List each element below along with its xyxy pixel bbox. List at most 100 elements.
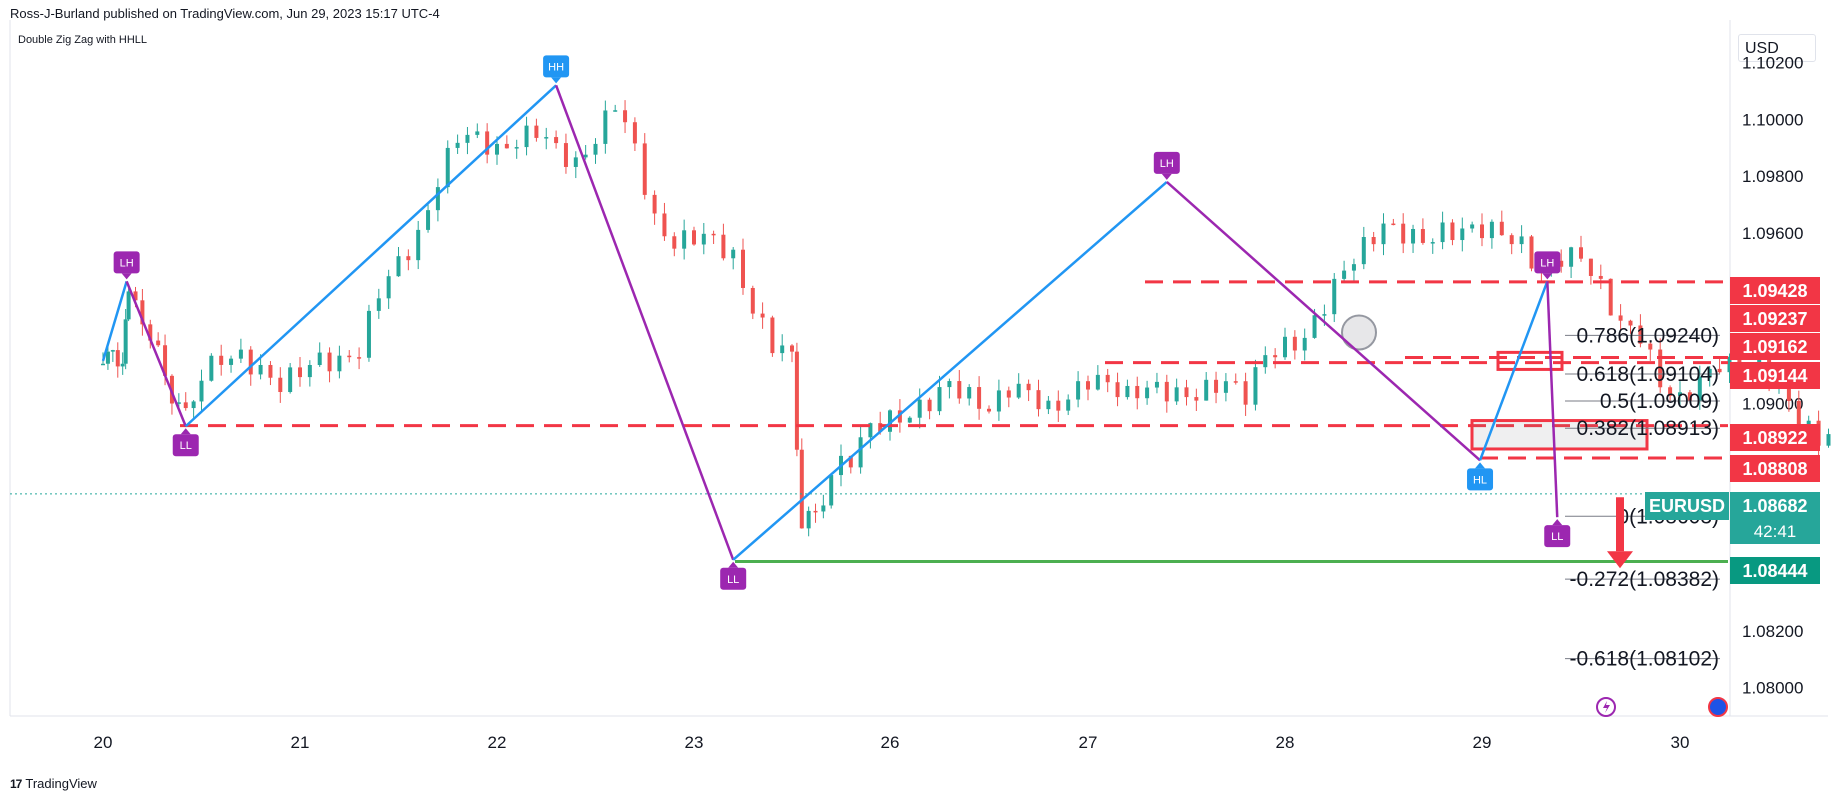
x-tick-label: 22 bbox=[488, 733, 507, 752]
candle-body bbox=[848, 455, 853, 468]
candle-body bbox=[1450, 222, 1455, 241]
candle-body bbox=[613, 110, 618, 112]
candle-body bbox=[1499, 221, 1504, 236]
candle-body bbox=[632, 122, 637, 144]
candle-body bbox=[1086, 381, 1090, 390]
candle-body bbox=[1194, 397, 1199, 401]
candle-body bbox=[692, 230, 696, 245]
candle-body bbox=[1569, 247, 1574, 267]
candle-body bbox=[1786, 381, 1791, 401]
pivot-label: LL bbox=[727, 574, 739, 586]
candle-body bbox=[967, 387, 972, 399]
candle-body bbox=[927, 399, 932, 412]
zigzag-up-line bbox=[101, 280, 128, 362]
candle-body bbox=[937, 387, 942, 412]
candle-body bbox=[1292, 336, 1297, 351]
candle-body bbox=[258, 364, 263, 375]
candle-body bbox=[888, 410, 892, 432]
candle-body bbox=[183, 402, 188, 409]
pivot-marker bbox=[720, 567, 747, 590]
candle-body bbox=[534, 125, 539, 138]
candle-body bbox=[307, 365, 312, 378]
candle-body bbox=[327, 352, 332, 372]
candle-body bbox=[1312, 315, 1317, 338]
price-level-tag bbox=[1730, 362, 1820, 389]
candle-body bbox=[366, 310, 371, 358]
fib-level-label: -0.272(1.08382) bbox=[1570, 568, 1719, 591]
candle-body bbox=[760, 313, 765, 318]
candle-body bbox=[1470, 224, 1475, 229]
candle-body bbox=[1026, 383, 1031, 391]
candle-body bbox=[1283, 336, 1287, 358]
x-tick-label: 29 bbox=[1473, 733, 1492, 752]
candle-body bbox=[1174, 387, 1179, 402]
candle-body bbox=[1184, 387, 1189, 398]
candle-body bbox=[1588, 258, 1593, 276]
fib-level-label: 0.618(1.09104) bbox=[1577, 363, 1719, 386]
price-level-tag bbox=[1730, 305, 1820, 332]
x-tick-label: 30 bbox=[1671, 733, 1690, 752]
pivot-marker bbox=[1534, 251, 1561, 274]
candle-body bbox=[554, 137, 559, 144]
candle-body bbox=[123, 319, 128, 364]
candle-body bbox=[1046, 400, 1051, 410]
tradingview-logo[interactable]: 17 TradingView bbox=[10, 776, 97, 791]
globe-icon[interactable] bbox=[1708, 697, 1728, 717]
candle-body bbox=[133, 291, 138, 301]
candle-body bbox=[1006, 390, 1011, 398]
candle-body bbox=[731, 249, 736, 259]
zigzag-up-line bbox=[184, 84, 557, 428]
candle-body bbox=[858, 437, 863, 468]
y-tick-label: 1.08200 bbox=[1742, 622, 1803, 641]
zone-box bbox=[1496, 350, 1564, 371]
pivot-pointer bbox=[180, 428, 191, 435]
candle-body bbox=[1440, 222, 1445, 243]
zigzag-up-line bbox=[1478, 280, 1549, 461]
candle-body bbox=[1579, 247, 1583, 259]
candle-body bbox=[603, 110, 608, 144]
currency-selector[interactable]: USD bbox=[1738, 34, 1816, 62]
pivot-label: LH bbox=[1160, 158, 1174, 170]
candle-body bbox=[750, 287, 755, 314]
price-level-tag bbox=[1730, 277, 1820, 304]
zigzag-up-line bbox=[732, 180, 1168, 561]
x-tick-label: 21 bbox=[291, 733, 310, 752]
candle-body bbox=[682, 230, 687, 249]
candle-body bbox=[199, 380, 204, 402]
candle-body bbox=[1658, 349, 1663, 388]
candle-body bbox=[105, 351, 110, 364]
pivot-marker bbox=[1544, 525, 1571, 548]
candle-body bbox=[426, 210, 431, 230]
candle-body bbox=[1717, 368, 1722, 373]
candle-body bbox=[1145, 387, 1150, 399]
candle-body bbox=[317, 352, 322, 366]
candle-body bbox=[126, 291, 131, 320]
lightning-icon[interactable] bbox=[1596, 697, 1616, 717]
price-level-tag bbox=[1730, 424, 1820, 451]
tradingview-mark-icon: 17 bbox=[10, 776, 22, 791]
candle-body bbox=[1095, 374, 1100, 390]
candle-body bbox=[573, 157, 578, 167]
tradingview-brand: TradingView bbox=[25, 776, 97, 791]
candle-body bbox=[1430, 242, 1435, 244]
candle-body bbox=[120, 363, 125, 367]
zone-box bbox=[1470, 419, 1649, 451]
pivot-marker bbox=[1153, 151, 1180, 174]
candle-body bbox=[701, 233, 706, 245]
pivot-label: HL bbox=[1473, 474, 1487, 486]
candle-body bbox=[1204, 379, 1209, 401]
candle-body bbox=[1273, 355, 1278, 358]
candle-body bbox=[897, 410, 902, 423]
pivot-marker bbox=[543, 55, 570, 78]
candle-body bbox=[790, 345, 794, 352]
candle-body bbox=[1509, 235, 1514, 245]
zigzag-down-line bbox=[1546, 281, 1559, 518]
candle-body bbox=[445, 147, 450, 188]
candle-body bbox=[406, 256, 411, 261]
candle-body bbox=[1115, 382, 1120, 398]
candle-body bbox=[1302, 337, 1307, 351]
down-arrow-icon bbox=[1607, 551, 1633, 569]
candle-body bbox=[514, 147, 519, 149]
price-level-tag-label: 1.08808 bbox=[1742, 459, 1807, 479]
